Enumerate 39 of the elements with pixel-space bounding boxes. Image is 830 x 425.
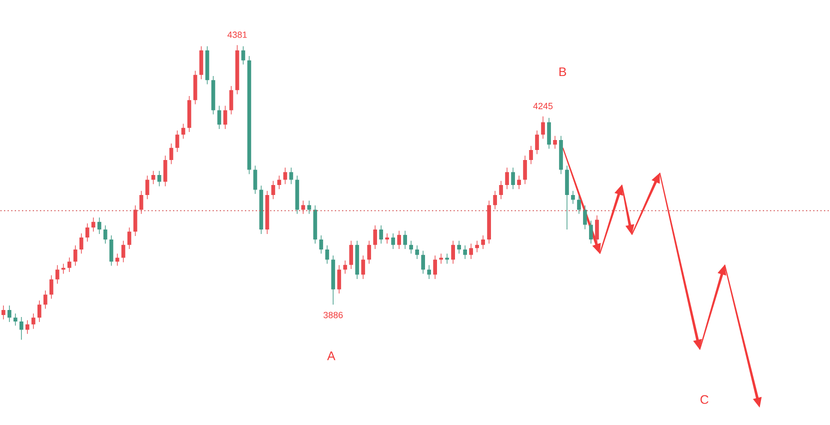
- candlestick: [589, 220, 593, 244]
- candlestick: [457, 240, 461, 254]
- annotation: 4245: [533, 103, 553, 110]
- candlestick: [1, 306, 6, 320]
- annotation: B: [559, 68, 566, 76]
- text: C: [700, 395, 708, 404]
- candlestick: [499, 181, 503, 200]
- candlestick: [469, 244, 473, 260]
- candlestick: [559, 136, 563, 174]
- candlestick: [433, 256, 438, 280]
- candlestick: [523, 156, 527, 184]
- annotation: 4381: [227, 32, 247, 38]
- candlestick: [463, 246, 467, 260]
- text: A: [327, 352, 336, 360]
- annotation: 3886: [324, 312, 343, 318]
- candlestick: [439, 254, 444, 264]
- candlestick: [541, 116, 545, 139]
- candlestick: [571, 191, 575, 204]
- candlestick: [547, 118, 551, 149]
- candlestick: [475, 240, 479, 252]
- candlestick: [451, 240, 455, 264]
- candlestick: [7, 306, 12, 322]
- candlestick: [529, 146, 533, 164]
- candlestick: [565, 166, 569, 230]
- candlestick: [493, 191, 497, 210]
- candlestick: [421, 250, 426, 274]
- candlestick: [583, 206, 587, 230]
- candlestick: [517, 176, 521, 190]
- candlestick: [505, 168, 509, 190]
- candlestick: [553, 136, 557, 149]
- candlestick: [427, 265, 432, 280]
- candlestick: [577, 196, 581, 214]
- candlestick: [535, 130, 539, 154]
- candlestick: [13, 314, 18, 326]
- candlestick: [481, 236, 485, 250]
- candlestick: [511, 168, 515, 190]
- candlestick: [595, 216, 599, 244]
- candlestick: [445, 254, 449, 264]
- candlestick: [487, 200, 491, 244]
